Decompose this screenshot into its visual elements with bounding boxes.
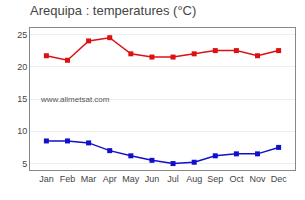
svg-text:Apr: Apr: [103, 174, 117, 184]
svg-text:May: May: [122, 174, 140, 184]
svg-text:Feb: Feb: [60, 174, 76, 184]
svg-text:Nov: Nov: [250, 174, 267, 184]
svg-text:25: 25: [17, 30, 27, 40]
svg-text:Oct: Oct: [229, 174, 244, 184]
svg-text:www.allmetsat.com: www.allmetsat.com: [40, 95, 110, 104]
svg-text:Aug: Aug: [186, 174, 202, 184]
svg-text:Mar: Mar: [81, 174, 97, 184]
svg-text:Sep: Sep: [207, 174, 223, 184]
svg-text:Jun: Jun: [145, 174, 160, 184]
svg-text:10: 10: [17, 126, 27, 136]
svg-text:Jan: Jan: [39, 174, 54, 184]
svg-text:Arequipa : temperatures (°C): Arequipa : temperatures (°C): [30, 3, 196, 18]
svg-text:15: 15: [17, 94, 27, 104]
svg-text:Dec: Dec: [271, 174, 288, 184]
svg-text:5: 5: [22, 159, 27, 169]
svg-text:Jul: Jul: [167, 174, 179, 184]
svg-text:20: 20: [17, 62, 27, 72]
